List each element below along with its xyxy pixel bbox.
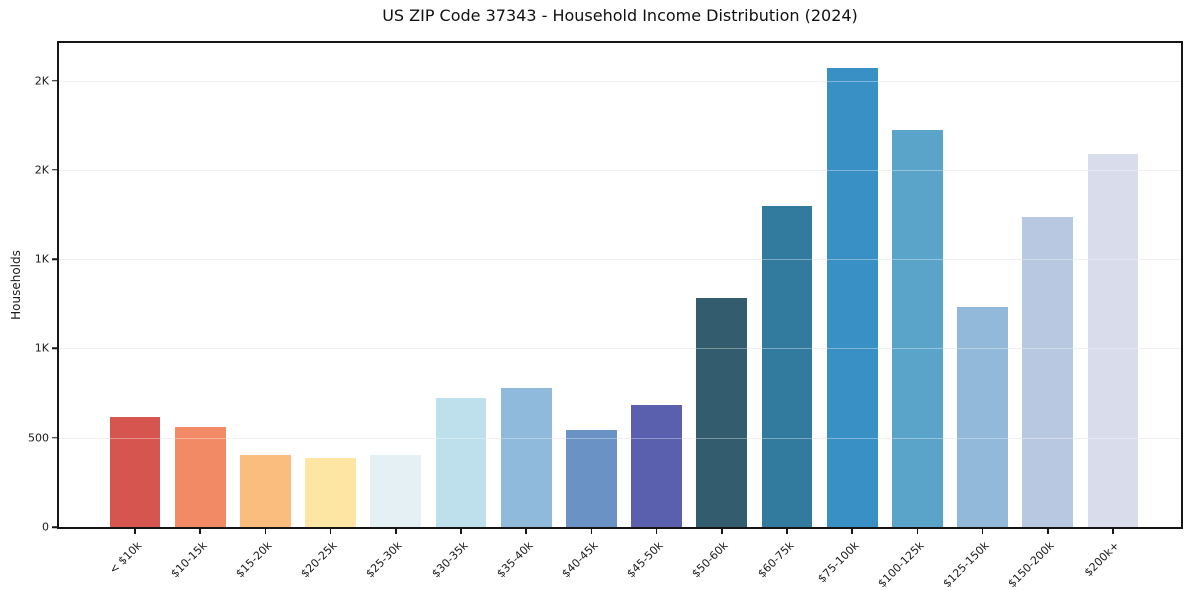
bar-slot (754, 43, 819, 527)
x-tick-label: $30-35k (428, 539, 471, 581)
x-tick-label: $25-30k (363, 539, 406, 581)
bar-slot (950, 43, 1015, 527)
x-tick (981, 529, 984, 534)
y-tick-label: 0 (42, 520, 49, 534)
x-tick (1047, 529, 1049, 534)
y-axis-title: Households (9, 250, 23, 320)
x-tick-label: $75-100k (815, 539, 862, 586)
x-tick (134, 529, 136, 534)
y-tick (52, 258, 57, 260)
bars-region (102, 43, 1145, 527)
x-tick (590, 529, 593, 534)
gridline (59, 80, 1181, 82)
x-tick (199, 529, 201, 534)
y-tick (52, 79, 57, 82)
x-tick-label: $60-75k (754, 539, 797, 581)
x-tick-label: $45-50k (624, 539, 666, 581)
bar (435, 398, 487, 527)
y-tick (52, 526, 57, 528)
bar (174, 427, 226, 527)
bar-slot (1080, 43, 1145, 527)
x-tick-label: $15-20k (233, 539, 275, 581)
bar (826, 68, 878, 527)
bar (239, 454, 291, 527)
gridline (59, 259, 1181, 261)
bar (1022, 217, 1074, 527)
x-tick-label: $150-200k (1005, 539, 1058, 590)
x-tick (916, 529, 919, 534)
bar (565, 429, 617, 527)
x-tick (460, 529, 462, 534)
x-tick-label: $125-150k (940, 539, 992, 590)
bar (1087, 153, 1139, 527)
bar (370, 454, 422, 527)
y-tick-label: 500 (28, 431, 49, 445)
x-tick-label: $35-40k (494, 539, 536, 581)
x-tick-label: $10-15k (168, 539, 210, 581)
x-tick-label: $50-60k (689, 539, 732, 581)
y-tick-label: 2K (34, 74, 49, 87)
x-tick-label: $100-125k (875, 539, 927, 590)
plot-area: 0 500 1K 1K 2K 2K < $10k $10-15k $15-20k $20-25k $… (28, 41, 1183, 590)
y-tick-label: 2K (34, 163, 49, 177)
bar-slot (233, 43, 298, 527)
gridline (59, 437, 1181, 439)
chart-title: US ZIP Code 37343 - Household Income Dis… (382, 6, 858, 25)
y-tick (52, 169, 57, 171)
bar (500, 387, 552, 527)
x-tick-label: $40-45k (559, 539, 601, 581)
bar-slot (428, 43, 493, 527)
bar-slot (102, 43, 167, 527)
x-tick (655, 529, 658, 534)
y-tick (52, 436, 57, 439)
bar-slot (168, 43, 233, 527)
x-tick (721, 529, 723, 534)
bar-slot (363, 43, 428, 527)
bar (892, 129, 943, 527)
bar (305, 458, 357, 527)
bar-slot (1015, 43, 1080, 527)
y-tick-label: 1K (34, 341, 49, 355)
x-tick (264, 529, 267, 534)
y-tick (52, 347, 57, 350)
x-tick (1112, 529, 1114, 534)
bar-slot (885, 43, 950, 527)
x-tick (395, 529, 397, 534)
x-tick-label: < $10k (106, 539, 145, 577)
bar-slot (298, 43, 363, 527)
bar (761, 205, 813, 527)
bar (631, 404, 683, 527)
bar-slot (559, 43, 624, 527)
gridline (59, 348, 1181, 350)
bar (696, 297, 748, 527)
bar-slot (494, 43, 559, 527)
bar (957, 307, 1009, 527)
gridline (59, 169, 1181, 171)
bar-slot (689, 43, 754, 527)
bar (109, 417, 161, 527)
x-tick (851, 529, 853, 534)
x-tick (525, 529, 527, 534)
y-tick-label: 1K (34, 252, 49, 266)
x-tick-label: $200k+ (1082, 539, 1123, 580)
bar-slot (624, 43, 689, 527)
x-tick (329, 529, 332, 534)
bar-slot (820, 43, 885, 527)
x-tick-label: $20-25k (298, 539, 340, 581)
x-tick (786, 529, 788, 534)
